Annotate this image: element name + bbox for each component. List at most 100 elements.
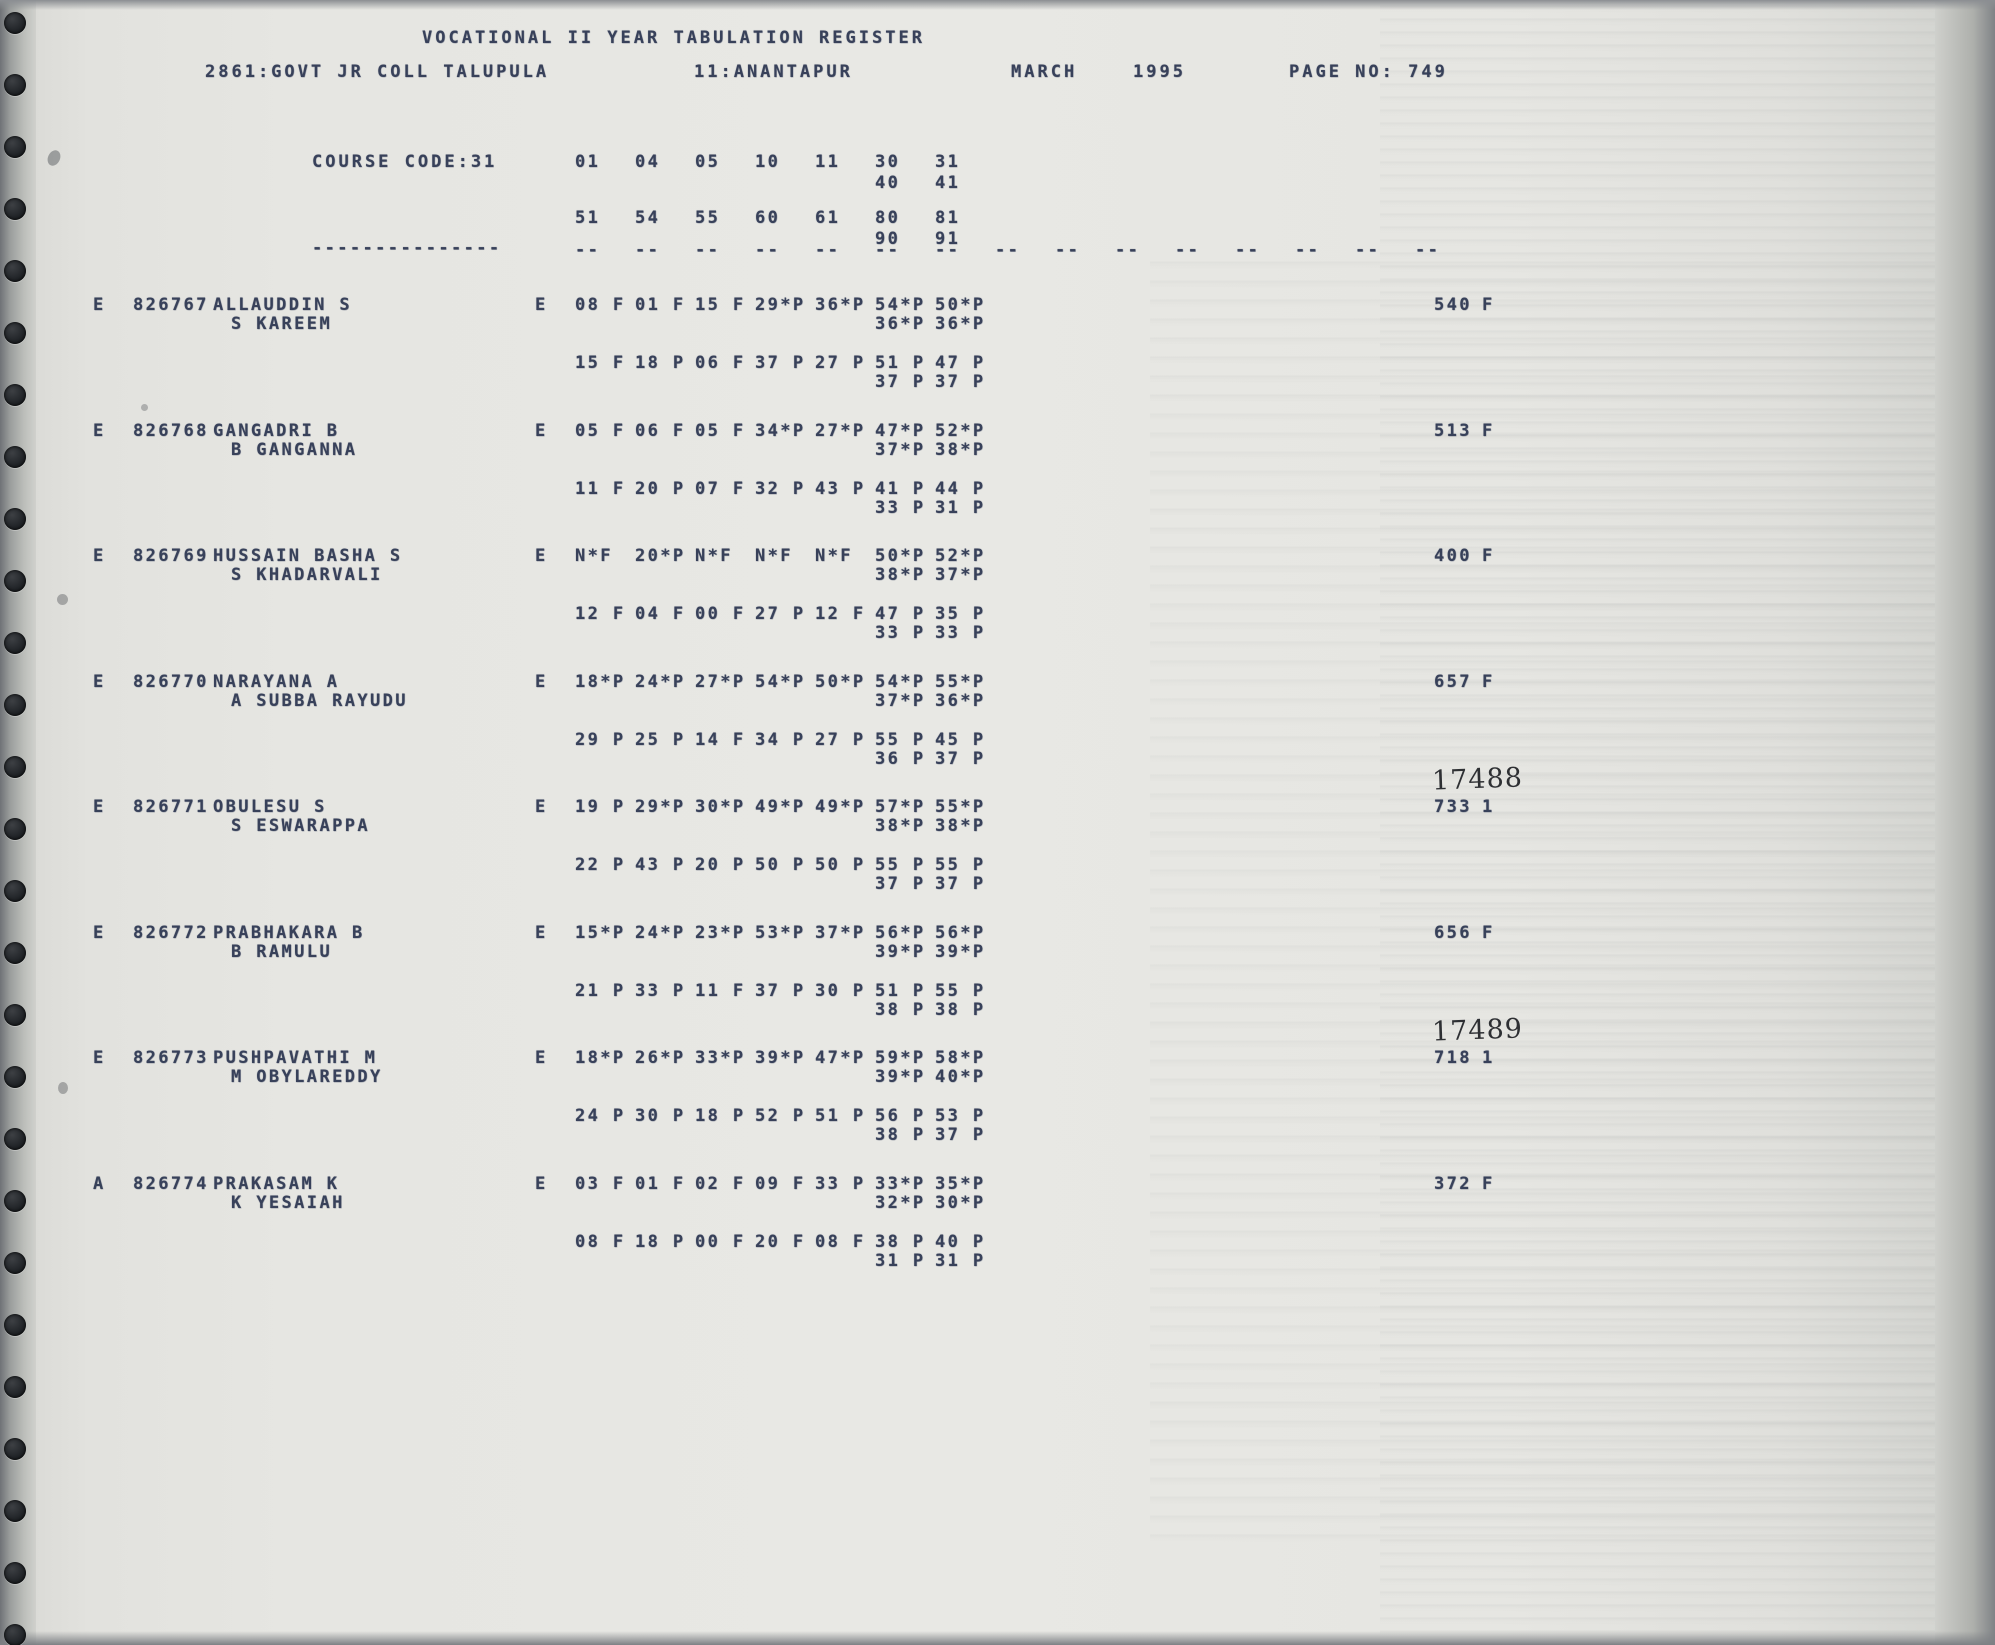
student-reg-no: 826774 [133, 1173, 209, 1194]
student-status: E [93, 797, 106, 817]
student-result: F [1482, 420, 1495, 441]
column-dash: -- [575, 240, 601, 260]
practical-mark-extra: 38 P [875, 999, 926, 1020]
practical-mark: 55 P [935, 855, 986, 875]
practical-mark: 34 P [755, 729, 806, 750]
paper-smudge-3 [58, 1082, 68, 1094]
student-medium: E [535, 546, 548, 566]
subject-code: 30 [875, 152, 901, 172]
theory-mark: 26*P [635, 1048, 686, 1068]
column-dash: -- [1055, 240, 1081, 260]
practical-mark: 00 F [695, 604, 746, 624]
feed-hole [4, 1004, 26, 1026]
theory-mark: 20*P [635, 546, 686, 566]
practical-mark: 18 P [695, 1106, 746, 1126]
theory-mark: 37*P [815, 922, 866, 943]
subject-code: 90 [875, 229, 901, 249]
handwritten-annotation: 17489 [1431, 1013, 1524, 1048]
student-status: E [93, 922, 106, 943]
student-total: 513 [1434, 420, 1472, 441]
theory-mark: 29*P [755, 295, 806, 315]
practical-mark-extra: 37 P [935, 874, 986, 894]
feed-hole [4, 756, 26, 778]
theory-mark-extra: 37*P [875, 439, 926, 460]
subject-code: 41 [935, 173, 961, 193]
feed-hole [4, 1252, 26, 1274]
column-dash: -- [755, 240, 781, 260]
page-number: PAGE NO: 749 [1289, 62, 1448, 82]
page-title: VOCATIONAL II YEAR TABULATION REGISTER [422, 28, 925, 48]
theory-mark-extra: 32*P [875, 1192, 926, 1213]
column-dash: -- [995, 240, 1021, 260]
practical-mark: 12 F [575, 604, 626, 624]
column-dash: -- [635, 240, 661, 260]
subject-code: 11 [815, 152, 841, 172]
practical-mark-extra: 31 P [935, 1250, 986, 1271]
student-total: 733 [1434, 797, 1472, 817]
theory-mark: 35*P [935, 1173, 986, 1194]
student-status: A [93, 1173, 106, 1194]
theory-mark: 55*P [935, 797, 986, 817]
theory-mark: 01 F [635, 295, 686, 315]
student-reg-no: 826771 [133, 797, 209, 817]
student-total: 372 [1434, 1173, 1472, 1194]
theory-mark-extra: 39*P [875, 1067, 926, 1087]
practical-mark-extra: 36 P [875, 748, 926, 769]
theory-mark-extra: 40*P [935, 1067, 986, 1087]
theory-mark-extra: 36*P [875, 314, 926, 334]
student-status: E [93, 295, 106, 315]
theory-mark: 18*P [575, 671, 626, 692]
practical-mark-extra: 33 P [935, 623, 986, 643]
theory-mark: 05 F [695, 420, 746, 441]
student-status: E [93, 1048, 106, 1068]
subject-code: 80 [875, 208, 901, 228]
subject-code: 60 [755, 208, 781, 228]
subject-code: 40 [875, 173, 901, 193]
student-reg-no: 826767 [133, 295, 209, 315]
right-paper-edge [1935, 0, 1995, 1645]
theory-mark: 15 F [695, 295, 746, 315]
theory-mark: 52*P [935, 420, 986, 441]
theory-mark: 47*P [815, 1048, 866, 1068]
practical-mark: 38 P [875, 1231, 926, 1252]
subject-code: 51 [575, 208, 601, 228]
practical-mark: 55 P [935, 980, 986, 1001]
bottom-paper-edge [0, 1631, 1995, 1645]
theory-mark: 18*P [575, 1048, 626, 1068]
theory-mark: 53*P [755, 922, 806, 943]
practical-mark: 43 P [635, 855, 686, 875]
practical-mark-extra: 31 P [935, 497, 986, 518]
practical-mark: 56 P [875, 1106, 926, 1126]
practical-mark: 51 P [875, 353, 926, 373]
column-dash: -- [1415, 240, 1441, 260]
practical-mark-extra: 37 P [935, 748, 986, 769]
practical-mark: 27 P [815, 353, 866, 373]
theory-mark: 06 F [635, 420, 686, 441]
practical-mark: 14 F [695, 729, 746, 750]
practical-mark: 37 P [755, 353, 806, 373]
student-reg-no: 826768 [133, 420, 209, 441]
practical-mark: 47 P [875, 604, 926, 624]
theory-mark-extra: 30*P [935, 1192, 986, 1213]
practical-mark-extra: 37 P [875, 874, 926, 894]
column-dash: -- [815, 240, 841, 260]
student-name: GANGADRI B [213, 420, 340, 441]
theory-mark: 39*P [755, 1048, 806, 1068]
theory-mark: 54*P [875, 671, 926, 692]
column-dash: -- [875, 240, 901, 260]
theory-mark-extra: 38*P [935, 439, 986, 460]
feed-hole [4, 1314, 26, 1336]
subject-code: 10 [755, 152, 781, 172]
practical-mark: 08 F [575, 1231, 626, 1252]
theory-mark: 29*P [635, 797, 686, 817]
student-medium: E [535, 922, 548, 943]
feed-hole [4, 260, 26, 282]
practical-mark: 21 P [575, 980, 626, 1001]
student-result: F [1482, 546, 1495, 566]
practical-mark: 30 P [815, 980, 866, 1001]
theory-mark: 24*P [635, 922, 686, 943]
student-status: E [93, 671, 106, 692]
student-result: 1 [1482, 797, 1495, 817]
feed-hole [4, 818, 26, 840]
